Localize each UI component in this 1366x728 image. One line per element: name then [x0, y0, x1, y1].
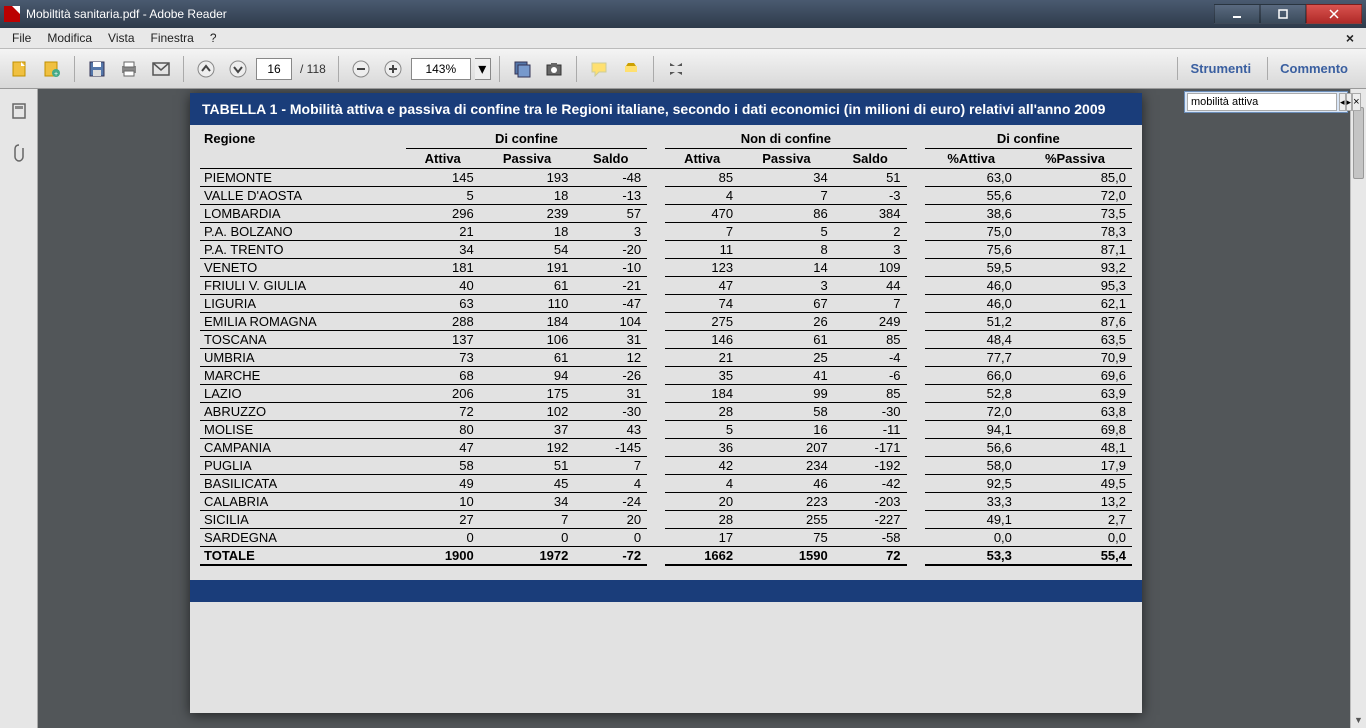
menu-vista[interactable]: Vista — [100, 29, 142, 47]
find-close-button[interactable]: × — [1352, 93, 1360, 111]
table-row: FRIULI V. GIULIA4061-214734446,095,3 — [200, 277, 1132, 295]
table-row: PUGLIA5851742234-19258,017,9 — [200, 457, 1132, 475]
find-input[interactable] — [1187, 93, 1337, 111]
menu-finestra[interactable]: Finestra — [143, 29, 202, 47]
table-row: ABRUZZO72102-302858-3072,063,8 — [200, 403, 1132, 421]
table-row: MOLISE803743516-1194,169,8 — [200, 421, 1132, 439]
window-titlebar: Mobiltità sanitaria.pdf - Adobe Reader — [0, 0, 1366, 28]
strumenti-panel-button[interactable]: Strumenti — [1177, 57, 1263, 80]
page-number-input[interactable] — [256, 58, 292, 80]
col-saldo-1: Saldo — [574, 149, 647, 169]
col-pct-passiva: %Passiva — [1018, 149, 1132, 169]
scroll-thumb[interactable] — [1353, 107, 1364, 179]
comment-bubble-icon[interactable] — [585, 55, 613, 83]
sidebar — [0, 89, 38, 728]
close-button[interactable] — [1306, 4, 1362, 24]
menubar: File Modifica Vista Finestra ? × — [0, 28, 1366, 49]
table-row: CALABRIA1034-2420223-20333,313,2 — [200, 493, 1132, 511]
pdf-page: TABELLA 1 - Mobilità attiva e passiva di… — [190, 93, 1142, 713]
col-attiva-2: Attiva — [665, 149, 739, 169]
colgroup-diconfine-pct: Di confine — [925, 129, 1132, 149]
table-row: TOTALE19001972-72166215907253,355,4 — [200, 547, 1132, 566]
table-row: MARCHE6894-263541-666,069,6 — [200, 367, 1132, 385]
scroll-down-icon[interactable]: ▼ — [1351, 712, 1366, 728]
pdf-icon — [4, 6, 20, 22]
email-icon[interactable] — [147, 55, 175, 83]
table-row: LAZIO20617531184998552,863,9 — [200, 385, 1132, 403]
table-row: VENETO181191-101231410959,593,2 — [200, 259, 1132, 277]
table-row: SICILIA2772028255-22749,12,7 — [200, 511, 1132, 529]
colgroup-diconfine: Di confine — [406, 129, 647, 149]
table-footer-bar — [190, 580, 1142, 602]
menu-help[interactable]: ? — [202, 29, 225, 47]
create-pdf-icon[interactable]: + — [38, 55, 66, 83]
svg-text:+: + — [54, 71, 58, 78]
window-title: Mobiltità sanitaria.pdf - Adobe Reader — [26, 7, 1214, 21]
page-down-icon[interactable] — [224, 55, 252, 83]
table-row: SARDEGNA0001775-580,00,0 — [200, 529, 1132, 547]
zoom-out-icon[interactable] — [347, 55, 375, 83]
col-passiva-2: Passiva — [739, 149, 834, 169]
close-document-button[interactable]: × — [1338, 28, 1362, 48]
col-pct-attiva: %Attiva — [925, 149, 1018, 169]
col-regione: Regione — [200, 129, 406, 169]
colgroup-nondiconfine: Non di confine — [665, 129, 906, 149]
table-row: LIGURIA63110-477467746,062,1 — [200, 295, 1132, 313]
save-copy-icon[interactable] — [508, 55, 536, 83]
find-panel: ◂ ▸ × — [1184, 91, 1348, 113]
page-up-icon[interactable] — [192, 55, 220, 83]
document-area: TABELLA 1 - Mobilità attiva e passiva di… — [38, 89, 1350, 728]
export-pdf-icon[interactable] — [6, 55, 34, 83]
table-row: PIEMONTE145193-4885345163,085,0 — [200, 169, 1132, 187]
zoom-level-input[interactable] — [411, 58, 471, 80]
menu-file[interactable]: File — [4, 29, 39, 47]
print-icon[interactable] — [115, 55, 143, 83]
table-row: EMILIA ROMAGNA2881841042752624951,287,6 — [200, 313, 1132, 331]
thumbnails-icon[interactable] — [7, 99, 31, 123]
read-mode-icon[interactable] — [662, 55, 690, 83]
zoom-dropdown-icon[interactable]: ▾ — [475, 58, 491, 80]
toolbar: + / 118 ▾ Strumenti Commento — [0, 49, 1366, 89]
page-count-label: / 118 — [296, 62, 330, 76]
minimize-button[interactable] — [1214, 4, 1260, 24]
attachments-icon[interactable] — [7, 141, 31, 165]
zoom-in-icon[interactable] — [379, 55, 407, 83]
table-row: P.A. BOLZANO2118375275,078,3 — [200, 223, 1132, 241]
table-row: VALLE D'AOSTA518-1347-355,672,0 — [200, 187, 1132, 205]
save-icon[interactable] — [83, 55, 111, 83]
col-attiva-1: Attiva — [406, 149, 480, 169]
maximize-button[interactable] — [1260, 4, 1306, 24]
menu-modifica[interactable]: Modifica — [39, 29, 100, 47]
table-row: LOMBARDIA296239574708638438,673,5 — [200, 205, 1132, 223]
data-table: Regione Di confine Non di confine Di con… — [200, 129, 1132, 566]
col-saldo-2: Saldo — [834, 149, 907, 169]
vertical-scrollbar[interactable]: ▲ ▼ — [1350, 89, 1366, 728]
col-passiva-1: Passiva — [480, 149, 575, 169]
table-row: CAMPANIA47192-14536207-17156,648,1 — [200, 439, 1132, 457]
highlight-icon[interactable] — [617, 55, 645, 83]
commento-panel-button[interactable]: Commento — [1267, 57, 1360, 80]
table-row: TOSCANA13710631146618548,463,5 — [200, 331, 1132, 349]
table-title: TABELLA 1 - Mobilità attiva e passiva di… — [190, 93, 1142, 125]
snapshot-icon[interactable] — [540, 55, 568, 83]
table-row: UMBRIA7361122125-477,770,9 — [200, 349, 1132, 367]
table-row: BASILICATA49454446-4292,549,5 — [200, 475, 1132, 493]
table-row: P.A. TRENTO3454-20118375,687,1 — [200, 241, 1132, 259]
